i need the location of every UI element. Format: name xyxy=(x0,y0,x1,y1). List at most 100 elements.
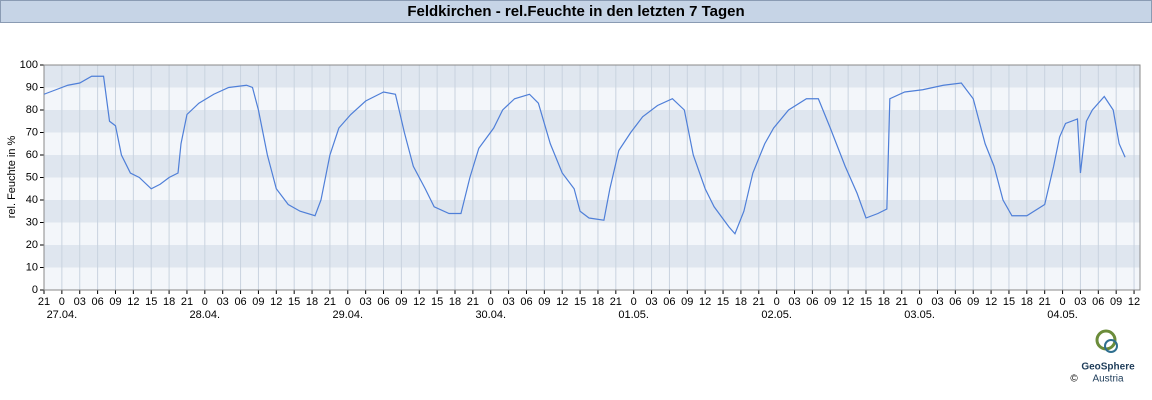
x-tick-label: 06 xyxy=(91,296,103,308)
x-tick-label: 06 xyxy=(663,296,675,308)
x-tick-label: 15 xyxy=(717,296,729,308)
x-tick-label: 0 xyxy=(631,296,637,308)
x-tick-label: 03 xyxy=(502,296,514,308)
x-tick-label: 03 xyxy=(1074,296,1086,308)
x-tick-label: 21 xyxy=(896,296,908,308)
x-tick-label: 15 xyxy=(860,296,872,308)
y-tick-label: 0 xyxy=(32,284,38,296)
x-tick-label: 06 xyxy=(949,296,961,308)
grid-band xyxy=(44,110,1140,133)
x-tick-label: 18 xyxy=(163,296,175,308)
grid-band xyxy=(44,267,1140,290)
x-tick-label: 09 xyxy=(681,296,693,308)
x-tick-label: 15 xyxy=(574,296,586,308)
y-tick-label: 80 xyxy=(26,104,38,116)
x-tick-label: 21 xyxy=(610,296,622,308)
y-tick-label: 40 xyxy=(26,194,38,206)
x-tick-label: 12 xyxy=(1128,296,1140,308)
x-tick-label: 06 xyxy=(377,296,389,308)
date-label: 01.05. xyxy=(618,309,649,321)
x-tick-label: 12 xyxy=(270,296,282,308)
x-tick-label: 15 xyxy=(431,296,443,308)
x-tick-label: 12 xyxy=(556,296,568,308)
grid-band xyxy=(44,222,1140,245)
x-tick-label: 21 xyxy=(467,296,479,308)
date-label: 04.05. xyxy=(1047,309,1078,321)
x-tick-label: 09 xyxy=(109,296,121,308)
x-tick-label: 12 xyxy=(413,296,425,308)
x-tick-label: 18 xyxy=(1021,296,1033,308)
x-tick-label: 03 xyxy=(788,296,800,308)
x-tick-label: 0 xyxy=(345,296,351,308)
x-tick-label: 15 xyxy=(1003,296,1015,308)
y-tick-label: 70 xyxy=(26,126,38,138)
x-tick-label: 03 xyxy=(360,296,372,308)
x-tick-label: 12 xyxy=(985,296,997,308)
x-tick-label: 21 xyxy=(753,296,765,308)
x-tick-label: 09 xyxy=(1110,296,1122,308)
y-tick-label: 50 xyxy=(26,171,38,183)
x-tick-label: 15 xyxy=(145,296,157,308)
date-label: 29.04. xyxy=(332,309,363,321)
date-label: 02.05. xyxy=(761,309,792,321)
x-tick-label: 0 xyxy=(917,296,923,308)
x-tick-label: 0 xyxy=(59,296,65,308)
x-tick-label: 09 xyxy=(252,296,264,308)
grid-band xyxy=(44,132,1140,155)
grid-band xyxy=(44,155,1140,178)
x-tick-label: 06 xyxy=(234,296,246,308)
y-tick-label: 90 xyxy=(26,81,38,93)
y-tick-label: 60 xyxy=(26,149,38,161)
x-tick-label: 0 xyxy=(202,296,208,308)
x-tick-label: 06 xyxy=(806,296,818,308)
y-tick-label: 20 xyxy=(26,239,38,251)
x-tick-label: 21 xyxy=(38,296,50,308)
grid-band xyxy=(44,200,1140,223)
grid-band xyxy=(44,177,1140,200)
x-tick-label: 03 xyxy=(645,296,657,308)
data-line xyxy=(43,75,1126,235)
x-tick-label: 0 xyxy=(488,296,494,308)
x-tick-label: 12 xyxy=(699,296,711,308)
x-tick-label: 21 xyxy=(181,296,193,308)
x-tick-label: 03 xyxy=(931,296,943,308)
x-tick-label: 06 xyxy=(520,296,532,308)
x-tick-label: 18 xyxy=(735,296,747,308)
date-label: 30.04. xyxy=(475,309,506,321)
x-tick-label: 18 xyxy=(306,296,318,308)
y-tick-label: 30 xyxy=(26,216,38,228)
x-tick-label: 21 xyxy=(1039,296,1051,308)
x-tick-label: 0 xyxy=(774,296,780,308)
x-tick-label: 09 xyxy=(395,296,407,308)
copyright: © xyxy=(1070,374,1078,385)
y-axis-label: rel. Feuchte in % xyxy=(6,136,18,219)
x-tick-label: 03 xyxy=(217,296,229,308)
logo: GeoSphere Austria © xyxy=(1070,329,1135,385)
x-tick-label: 18 xyxy=(878,296,890,308)
x-tick-label: 12 xyxy=(127,296,139,308)
x-tick-label: 0 xyxy=(1060,296,1066,308)
date-label: 27.04. xyxy=(47,309,78,321)
y-tick-label: 100 xyxy=(20,59,38,71)
x-tick-label: 06 xyxy=(1092,296,1104,308)
logo-sub: Austria xyxy=(1092,374,1124,385)
logo-name: GeoSphere xyxy=(1081,362,1135,373)
logo-icon xyxy=(1104,339,1118,353)
x-tick-label: 09 xyxy=(824,296,836,308)
x-tick-label: 12 xyxy=(842,296,854,308)
date-label: 03.05. xyxy=(904,309,935,321)
x-tick-label: 18 xyxy=(592,296,604,308)
y-tick-label: 10 xyxy=(26,261,38,273)
plot-frame xyxy=(43,64,1141,291)
grid-band xyxy=(44,245,1140,268)
x-tick-label: 15 xyxy=(288,296,300,308)
x-tick-label: 09 xyxy=(967,296,979,308)
x-tick-label: 03 xyxy=(74,296,86,308)
x-tick-label: 18 xyxy=(449,296,461,308)
grid-band xyxy=(44,65,1140,88)
x-tick-label: 21 xyxy=(324,296,336,308)
x-tick-label: 09 xyxy=(538,296,550,308)
chart-title: Feldkirchen - rel.Feuchte in den letzten… xyxy=(407,3,744,20)
date-label: 28.04. xyxy=(190,309,221,321)
